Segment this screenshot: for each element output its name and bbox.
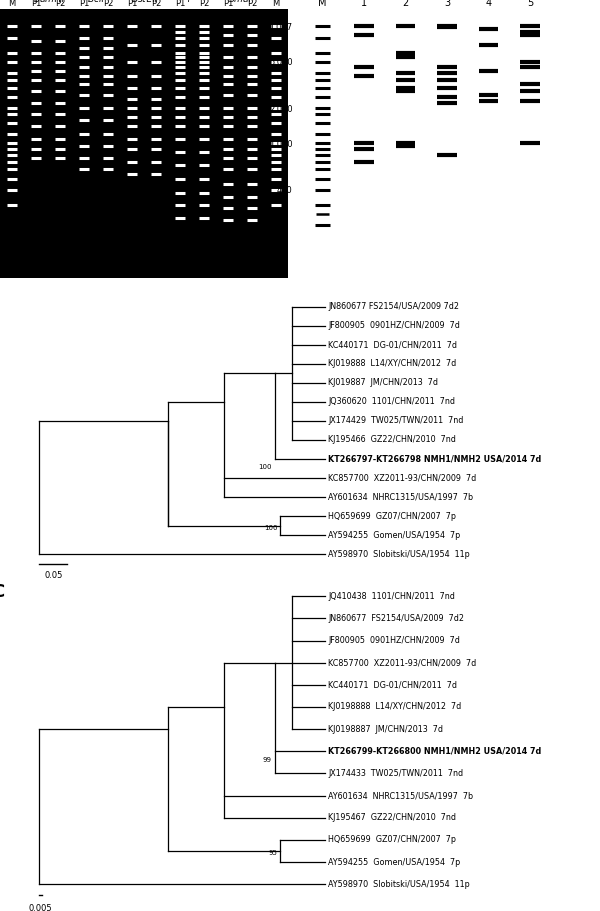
Text: AY594255  Gomen/USA/1954  7p: AY594255 Gomen/USA/1954 7p — [328, 857, 460, 866]
Text: $\it{Bst}$EII: $\it{Bst}$EII — [131, 0, 157, 5]
Text: $\it{Bam}$HI: $\it{Bam}$HI — [32, 0, 64, 5]
Text: KC440171  DG-01/CHN/2011  7d: KC440171 DG-01/CHN/2011 7d — [328, 341, 457, 349]
Text: 100: 100 — [259, 464, 272, 469]
Text: KJ195466  GZ22/CHN/2010  7nd: KJ195466 GZ22/CHN/2010 7nd — [328, 435, 456, 445]
Text: B: B — [269, 0, 283, 4]
Text: C: C — [0, 583, 4, 601]
Text: KC440171  DG-01/CHN/2011  7d: KC440171 DG-01/CHN/2011 7d — [328, 681, 457, 690]
Text: AY594255  Gomen/USA/1954  7p: AY594255 Gomen/USA/1954 7p — [328, 530, 460, 539]
Text: AY601634  NHRC1315/USA/1997  7b: AY601634 NHRC1315/USA/1997 7b — [328, 493, 473, 502]
Text: KJ0198887  JM/CHN/2013  7d: KJ0198887 JM/CHN/2013 7d — [328, 724, 443, 733]
Text: $\it{Bcl}$I: $\it{Bcl}$I — [88, 0, 104, 5]
Text: $\it{Hpa}$I: $\it{Hpa}$I — [181, 0, 203, 5]
Text: AY598970  Slobitski/USA/1954  11p: AY598970 Slobitski/USA/1954 11p — [328, 549, 470, 558]
Text: JQ360620  1101/CHN/2011  7nd: JQ360620 1101/CHN/2011 7nd — [328, 397, 455, 406]
Text: JX174433  TW025/TWN/2011  7nd: JX174433 TW025/TWN/2011 7nd — [328, 769, 463, 778]
Text: KJ0198888  L14/XY/CHN/2012  7d: KJ0198888 L14/XY/CHN/2012 7d — [328, 702, 461, 711]
Text: JX174429  TW025/TWN/2011  7nd: JX174429 TW025/TWN/2011 7nd — [328, 416, 463, 425]
Text: HQ659699  GZ07/CHN/2007  7p: HQ659699 GZ07/CHN/2007 7p — [328, 512, 456, 520]
Text: 0.05: 0.05 — [44, 571, 62, 580]
Text: 95: 95 — [269, 850, 278, 856]
Text: KJ195467  GZ22/CHN/2010  7nd: KJ195467 GZ22/CHN/2010 7nd — [328, 814, 456, 823]
Text: KT266799-KT266800 NMH1/NMH2 USA/2014 7d: KT266799-KT266800 NMH1/NMH2 USA/2014 7d — [328, 747, 541, 756]
Text: KC857700  XZ2011-93/CHN/2009  7d: KC857700 XZ2011-93/CHN/2009 7d — [328, 474, 476, 483]
Text: JF800905  0901HZ/CHN/2009  7d: JF800905 0901HZ/CHN/2009 7d — [328, 322, 460, 331]
Text: 0.005: 0.005 — [29, 904, 52, 911]
Text: $\it{Sma}$I: $\it{Sma}$I — [228, 0, 252, 5]
Text: KJ019888  L14/XY/CHN/2012  7d: KJ019888 L14/XY/CHN/2012 7d — [328, 359, 456, 368]
Text: KJ019887  JM/CHN/2013  7d: KJ019887 JM/CHN/2013 7d — [328, 378, 438, 387]
Text: JN860677  FS2154/USA/2009  7d2: JN860677 FS2154/USA/2009 7d2 — [328, 614, 464, 623]
Text: AY601634  NHRC1315/USA/1997  7b: AY601634 NHRC1315/USA/1997 7b — [328, 791, 473, 800]
Text: JF800905  0901HZ/CHN/2009  7d: JF800905 0901HZ/CHN/2009 7d — [328, 636, 460, 645]
Text: JQ410438  1101/CHN/2011  7nd: JQ410438 1101/CHN/2011 7nd — [328, 592, 455, 600]
Text: 99: 99 — [263, 757, 272, 763]
Text: 100: 100 — [264, 525, 278, 530]
Text: KC857700  XZ2011-93/CHN/2009  7d: KC857700 XZ2011-93/CHN/2009 7d — [328, 658, 476, 667]
Text: AY598970  Slobitski/USA/1954  11p: AY598970 Slobitski/USA/1954 11p — [328, 880, 470, 888]
Text: KT266797-KT266798 NMH1/NMH2 USA/2014 7d: KT266797-KT266798 NMH1/NMH2 USA/2014 7d — [328, 455, 541, 464]
Text: JN860677 FS2154/USA/2009 7d2: JN860677 FS2154/USA/2009 7d2 — [328, 302, 459, 312]
Text: HQ659699  GZ07/CHN/2007  7p: HQ659699 GZ07/CHN/2007 7p — [328, 835, 456, 844]
